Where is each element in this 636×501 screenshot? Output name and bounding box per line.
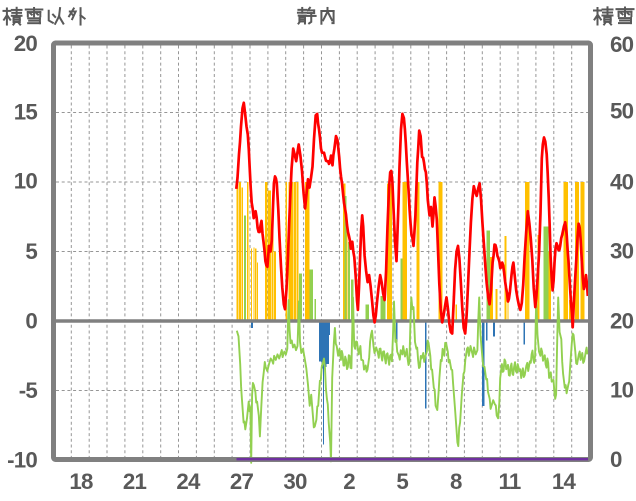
svg-text:40: 40: [610, 170, 634, 195]
svg-text:0: 0: [610, 447, 622, 472]
svg-text:10: 10: [610, 378, 634, 403]
svg-text:20: 20: [14, 31, 38, 56]
svg-text:18: 18: [69, 469, 93, 494]
svg-text:-5: -5: [19, 378, 38, 403]
svg-text:10: 10: [14, 168, 38, 193]
svg-text:50: 50: [610, 99, 634, 124]
svg-text:20: 20: [610, 309, 634, 334]
svg-text:24: 24: [176, 469, 201, 494]
svg-text:30: 30: [610, 239, 634, 264]
svg-text:11: 11: [499, 469, 521, 494]
svg-text:21: 21: [123, 469, 147, 494]
svg-text:14: 14: [552, 469, 577, 494]
svg-text:5: 5: [25, 239, 37, 264]
svg-text:2: 2: [343, 469, 355, 494]
svg-text:60: 60: [610, 32, 634, 57]
svg-text:30: 30: [283, 469, 307, 494]
svg-text:8: 8: [450, 469, 462, 494]
svg-text:27: 27: [230, 469, 254, 494]
svg-text:15: 15: [14, 100, 38, 125]
svg-text:5: 5: [396, 469, 408, 494]
svg-text:-10: -10: [7, 447, 37, 472]
svg-text:0: 0: [25, 309, 37, 334]
